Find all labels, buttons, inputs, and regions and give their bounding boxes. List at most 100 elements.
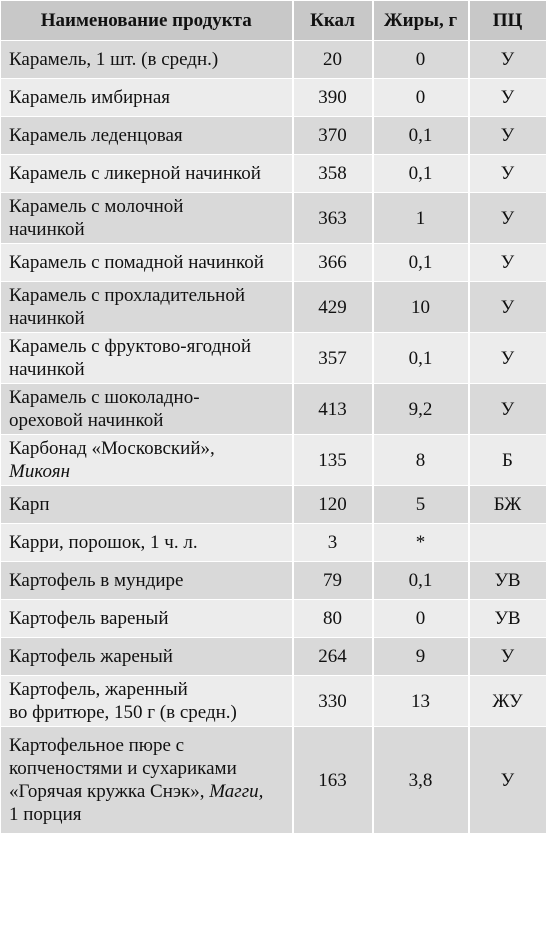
kcal-value: 390 [292, 78, 374, 117]
pc-value: БЖ [468, 485, 546, 524]
kcal-value: 429 [292, 281, 374, 333]
kcal-value: 370 [292, 116, 374, 155]
header-pc: ПЦ [468, 0, 546, 41]
product-name: Картофель в мундире [0, 561, 294, 600]
product-name-line: Карбонад «Московский», [9, 438, 215, 459]
fat-value: 0 [372, 78, 470, 117]
kcal-value: 120 [292, 485, 374, 524]
kcal-value: 135 [292, 434, 374, 486]
product-name: Карамель с молочной начинкой [0, 192, 294, 244]
header-row: Наименование продукта Ккал Жиры, г ПЦ [0, 0, 546, 41]
product-name-line: копченостями и сухариками [9, 758, 237, 779]
product-brand: Микоян [9, 461, 70, 482]
table-row: Картофель жареный 264 9 У [0, 637, 546, 676]
table-row: Карамель имбирная 390 0 У [0, 78, 546, 117]
product-name-line: начинкой [9, 359, 85, 380]
fat-value: 0,1 [372, 116, 470, 155]
fat-value: 0 [372, 599, 470, 638]
product-brand: Магги, [209, 781, 264, 802]
product-name: Карамель с фруктово-ягодной начинкой [0, 332, 294, 384]
kcal-value: 163 [292, 726, 374, 834]
pc-value: УВ [468, 599, 546, 638]
fat-value: 3,8 [372, 726, 470, 834]
fat-value: 0,1 [372, 561, 470, 600]
table-row: Карамель с помадной начинкой 366 0,1 У [0, 243, 546, 282]
fat-value: 9,2 [372, 383, 470, 435]
product-name-line: Карамель с прохладительной [9, 285, 245, 306]
product-name-line: Картофельное пюре с [9, 735, 185, 756]
table-row: Картофель в мундире 79 0,1 УВ [0, 561, 546, 600]
table-row: Картофельное пюре с копченостями и сухари… [0, 726, 546, 834]
fat-value: 1 [372, 192, 470, 244]
fat-value: * [372, 523, 470, 562]
pc-value: У [468, 78, 546, 117]
table-row: Картофель вареный 80 0 УВ [0, 599, 546, 638]
kcal-value: 20 [292, 40, 374, 79]
pc-value: У [468, 154, 546, 193]
pc-value: У [468, 243, 546, 282]
pc-value: У [468, 192, 546, 244]
pc-value: ЖУ [468, 675, 546, 727]
product-name: Картофель, жаренный во фритюре, 150 г (в … [0, 675, 294, 727]
kcal-value: 3 [292, 523, 374, 562]
fat-value: 5 [372, 485, 470, 524]
table-row: Карамель с прохладительной начинкой 429 1… [0, 281, 546, 333]
product-name-line: Карамель с фруктово-ягодной [9, 336, 252, 357]
kcal-value: 358 [292, 154, 374, 193]
pc-value: У [468, 332, 546, 384]
table-row: Карамель с ликерной начинкой 358 0,1 У [0, 154, 546, 193]
product-name-line: начинкой [9, 219, 85, 240]
kcal-value: 413 [292, 383, 374, 435]
pc-value [468, 523, 546, 562]
fat-value: 13 [372, 675, 470, 727]
product-name-line: ореховой начинкой [9, 410, 164, 431]
pc-value: У [468, 116, 546, 155]
table-row: Карамель, 1 шт. (в средн.) 20 0 У [0, 40, 546, 79]
header-name: Наименование продукта [0, 0, 294, 41]
product-name: Карамель имбирная [0, 78, 294, 117]
pc-value: У [468, 383, 546, 435]
pc-value: У [468, 726, 546, 834]
product-name: Картофель жареный [0, 637, 294, 676]
product-name: Карамель леденцовая [0, 116, 294, 155]
kcal-value: 79 [292, 561, 374, 600]
table-row: Карамель леденцовая 370 0,1 У [0, 116, 546, 155]
product-name: Карамель с ликерной начинкой [0, 154, 294, 193]
product-name: Карамель, 1 шт. (в средн.) [0, 40, 294, 79]
fat-value: 0,1 [372, 154, 470, 193]
kcal-value: 264 [292, 637, 374, 676]
product-name: Карамель с помадной начинкой [0, 243, 294, 282]
kcal-value: 357 [292, 332, 374, 384]
table-row: Карамель с фруктово-ягодной начинкой 357 … [0, 332, 546, 384]
product-name-line: Карамель с шоколадно- [9, 387, 200, 408]
product-name: Карамель с шоколадно-ореховой начинкой [0, 383, 294, 435]
pc-value: У [468, 281, 546, 333]
kcal-value: 363 [292, 192, 374, 244]
fat-value: 0 [372, 40, 470, 79]
pc-value: У [468, 637, 546, 676]
product-name-line: во фритюре, 150 г (в средн.) [9, 702, 237, 723]
table-row: Картофель, жаренный во фритюре, 150 г (в … [0, 675, 546, 727]
header-fat: Жиры, г [372, 0, 470, 41]
fat-value: 0,1 [372, 243, 470, 282]
kcal-value: 80 [292, 599, 374, 638]
kcal-value: 330 [292, 675, 374, 727]
product-name: Карп [0, 485, 294, 524]
product-name: Картофель вареный [0, 599, 294, 638]
product-name-line: Карамель с молочной [9, 196, 184, 217]
table-row: Карри, порошок, 1 ч. л. 3 * [0, 523, 546, 562]
pc-value: Б [468, 434, 546, 486]
fat-value: 9 [372, 637, 470, 676]
product-name: Карбонад «Московский», Микоян [0, 434, 294, 486]
product-name-line: Картофель, жаренный [9, 679, 188, 700]
product-name-line: начинкой [9, 308, 85, 329]
product-name: Картофельное пюре с копченостями и сухари… [0, 726, 294, 834]
header-kcal: Ккал [292, 0, 374, 41]
pc-value: У [468, 40, 546, 79]
product-name-line: 1 порция [9, 804, 82, 825]
fat-value: 8 [372, 434, 470, 486]
product-name: Карамель с прохладительной начинкой [0, 281, 294, 333]
product-name: Карри, порошок, 1 ч. л. [0, 523, 294, 562]
fat-value: 0,1 [372, 332, 470, 384]
table-row: Карбонад «Московский», Микоян 135 8 Б [0, 434, 546, 486]
